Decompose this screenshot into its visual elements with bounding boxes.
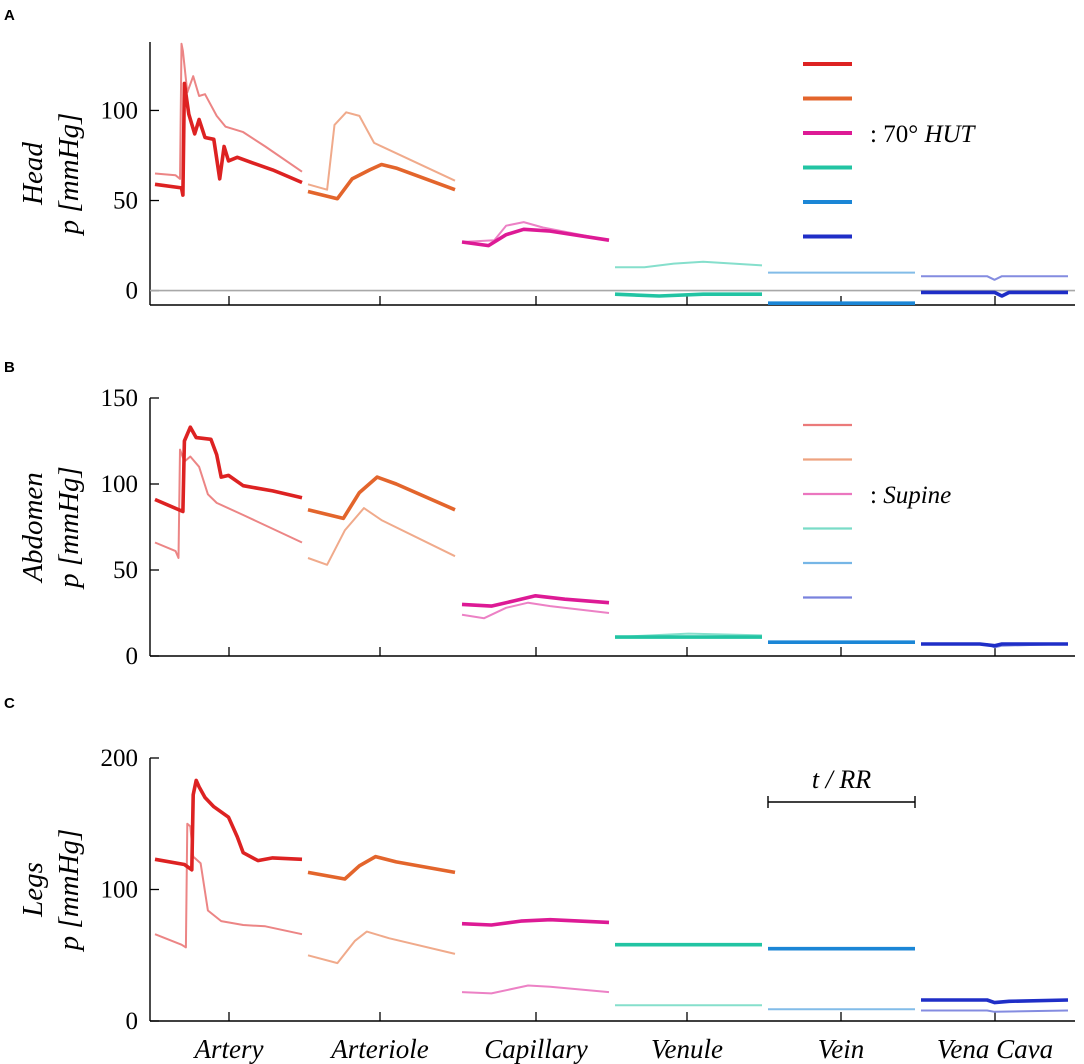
y-tick-label: 200 <box>101 745 139 772</box>
y-axis-label-region: Abdomen <box>17 472 49 584</box>
y-tick-label: 0 <box>126 643 139 670</box>
y-tick-label: 150 <box>101 385 139 412</box>
legend-label: : Supine <box>870 482 951 509</box>
time-scale-label: t / RR <box>812 765 871 794</box>
y-axis-label: Legs p [mmHg] <box>17 829 85 953</box>
y-tick-label: 0 <box>126 278 139 305</box>
series-line-arteriole-supine <box>307 507 456 566</box>
legend-label-text: 70° <box>883 121 924 148</box>
series-line-capillary-hut <box>461 593 610 608</box>
y-tick-label: 50 <box>113 557 138 584</box>
x-tick-label-artery: Artery <box>193 1034 264 1064</box>
y-axis-label-unit: p [mmHg] <box>53 113 85 237</box>
series-line-arteriole-supine <box>307 111 456 191</box>
y-axis-label-unit: p [mmHg] <box>53 829 85 953</box>
x-tick-label-vein: Vein <box>818 1034 865 1064</box>
series-line-capillary-supine <box>461 984 610 995</box>
legend-label-text: Supine <box>883 482 951 509</box>
y-tick-label: 50 <box>113 188 138 215</box>
series-line-arteriole-supine <box>307 930 456 965</box>
legend-label-italic: HUT <box>923 121 976 148</box>
y-tick-label: 100 <box>101 877 139 904</box>
series-line-artery-hut <box>154 425 303 514</box>
series-line-capillary-hut <box>461 917 610 927</box>
y-tick-label: 100 <box>101 97 139 124</box>
panel-letter: B <box>4 359 15 376</box>
x-tick-label-arteriole: Arteriole <box>329 1034 428 1064</box>
series-line-artery-hut <box>154 81 303 197</box>
legend-label: : 70° HUT <box>870 121 977 148</box>
series-line-vena-cava-hut <box>921 290 1068 298</box>
y-axis-label-unit: p [mmHg] <box>53 466 85 590</box>
x-tick-label-venule: Venule <box>651 1034 723 1064</box>
x-tick-label-vena-cava: Vena Cava <box>937 1034 1053 1064</box>
series-line-artery-supine <box>154 822 303 949</box>
series-line-artery-supine <box>154 42 303 180</box>
series-line-capillary-supine <box>461 221 610 243</box>
y-tick-label: 0 <box>126 1008 139 1035</box>
panel-letter: A <box>4 7 15 24</box>
y-axis-label: Abdomen p [mmHg] <box>17 466 85 590</box>
series-line-vena-cava-hut <box>921 998 1069 1005</box>
series-line-vena-cava-hut <box>921 642 1068 648</box>
series-line-vena-cava-supine <box>921 275 1068 281</box>
panel-letter: C <box>4 695 15 712</box>
series-line-arteriole-hut <box>307 854 456 881</box>
series-line-arteriole-hut <box>307 162 456 201</box>
x-tick-label-capillary: Capillary <box>484 1034 588 1064</box>
series-line-vena-cava-supine <box>921 1009 1069 1013</box>
legend-colon: : <box>870 482 883 509</box>
series-line-capillary-hut <box>461 227 610 248</box>
y-axis-label-region: Legs <box>17 862 49 918</box>
legend-colon: : <box>870 121 883 148</box>
y-axis-label: Head p [mmHg] <box>17 113 85 237</box>
series-line-artery-supine <box>154 448 303 559</box>
series-line-artery-hut <box>154 778 303 872</box>
series-line-arteriole-hut <box>307 475 456 521</box>
panel-legs: C Legs p [mmHg] 0 100 200 Artery Arteriole Capil… <box>4 695 1075 1064</box>
y-tick-label: 100 <box>101 471 139 498</box>
series-line-capillary-supine <box>461 601 610 620</box>
series-line-venule-supine <box>615 260 763 269</box>
series-line-venule-hut <box>614 292 762 298</box>
y-axis-label-region: Head <box>17 142 49 206</box>
